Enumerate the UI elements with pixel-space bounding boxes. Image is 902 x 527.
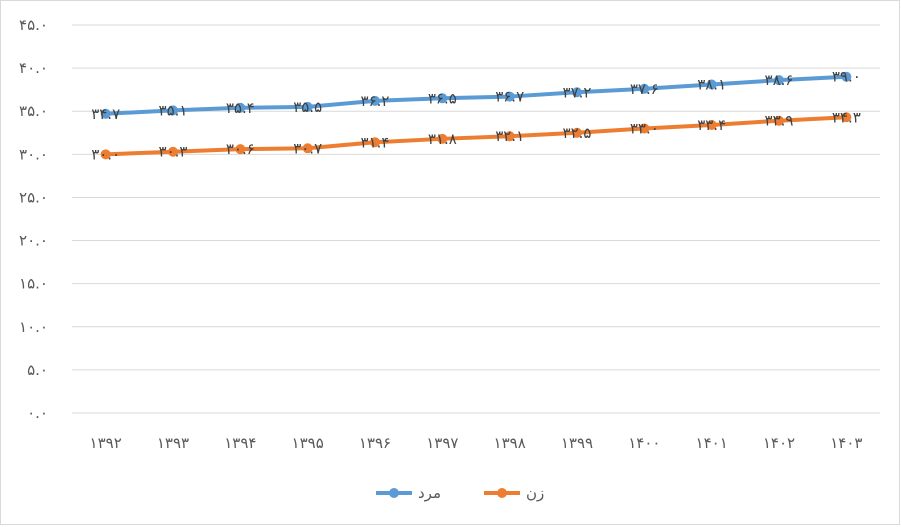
data-point	[100, 149, 111, 160]
y-tick-label: ۱۰.۰	[19, 318, 48, 336]
data-point	[774, 75, 784, 86]
data-point	[706, 79, 717, 90]
data-point	[572, 87, 582, 98]
data-point	[168, 105, 178, 116]
x-tick-label: ۱۴۰۰	[628, 434, 660, 452]
data-label: ۳۰.۶	[226, 140, 255, 158]
data-label: ۳۱.۸	[428, 130, 457, 148]
y-tick-label: ۰.۰	[27, 404, 48, 422]
data-point	[437, 93, 448, 104]
data-point	[841, 71, 852, 82]
data-label: ۳۲.۱	[495, 127, 524, 145]
data-label: ۳۴.۳	[832, 108, 861, 126]
data-point	[639, 123, 650, 134]
y-tick-label: ۴۵.۰	[19, 16, 48, 34]
data-label: ۳۶.۵	[428, 89, 457, 107]
y-tick-label: ۲۰.۰	[19, 232, 48, 250]
x-tick-label: ۱۴۰۲	[763, 434, 795, 452]
legend-marker	[497, 488, 507, 498]
data-point	[370, 137, 380, 148]
data-point	[774, 115, 784, 126]
legend-marker	[389, 488, 399, 498]
series-line-1	[103, 115, 849, 157]
data-label: ۳۳.۰	[630, 119, 659, 137]
data-label: ۳۷.۲	[563, 83, 592, 101]
data-label: ۳۰.۳	[159, 143, 188, 161]
data-point	[572, 127, 582, 138]
series-line-0	[103, 74, 849, 116]
data-label: ۳۸.۶	[765, 71, 794, 89]
data-point	[235, 144, 246, 155]
data-label: ۳۸.۱	[697, 75, 726, 93]
data-label: ۳۴.۷	[91, 105, 120, 123]
data-point	[504, 131, 515, 142]
data-label: ۳۷.۶	[630, 80, 659, 98]
y-tick-label: ۳۰.۰	[19, 145, 48, 163]
x-tick-label: ۱۳۹۲	[90, 434, 122, 452]
x-tick-label: ۱۳۹۷	[426, 434, 458, 452]
data-point	[168, 146, 178, 157]
data-label: ۳۵.۵	[293, 98, 322, 116]
y-tick-label: ۱۵.۰	[19, 275, 48, 293]
legend-label: زن	[526, 484, 544, 502]
data-point	[639, 83, 650, 94]
data-label: ۳۶.۲	[361, 92, 390, 110]
data-point	[302, 101, 313, 112]
x-tick-label: ۱۳۹۶	[359, 434, 391, 452]
data-point	[841, 112, 852, 123]
data-label: ۳۹.۰	[832, 68, 861, 86]
data-point	[370, 95, 380, 106]
data-label: ۳۱.۴	[361, 133, 390, 151]
data-label: ۳۳.۹	[765, 112, 794, 130]
data-label: ۳۳.۴	[697, 116, 726, 134]
data-point	[302, 143, 313, 154]
data-point	[706, 120, 717, 131]
data-label: ۳۵.۱	[159, 101, 188, 119]
data-point	[100, 108, 111, 119]
data-label: ۳۲.۵	[563, 124, 592, 142]
x-tick-label: ۱۳۹۴	[224, 434, 256, 452]
y-tick-label: ۲۵.۰	[19, 188, 48, 206]
x-tick-label: ۱۳۹۵	[292, 434, 324, 452]
x-tick-label: ۱۴۰۳	[830, 434, 862, 452]
x-tick-label: ۱۳۹۹	[561, 434, 593, 452]
legend-label: مرد	[418, 484, 441, 502]
data-point	[437, 133, 448, 144]
y-tick-label: ۳۵.۰	[19, 102, 48, 120]
data-point	[504, 91, 515, 102]
x-tick-label: ۱۴۰۱	[696, 434, 728, 452]
x-tick-label: ۱۳۹۳	[157, 434, 189, 452]
y-tick-label: ۴۰.۰	[19, 59, 48, 77]
data-label: ۳۰.۷	[293, 139, 322, 157]
data-label: ۳۶.۷	[495, 88, 524, 106]
data-point	[235, 102, 246, 113]
y-tick-label: ۵.۰	[27, 361, 48, 379]
data-label: ۳۰.۰	[91, 145, 120, 163]
x-tick-label: ۱۳۹۸	[494, 434, 526, 452]
data-label: ۳۵.۴	[226, 99, 255, 117]
